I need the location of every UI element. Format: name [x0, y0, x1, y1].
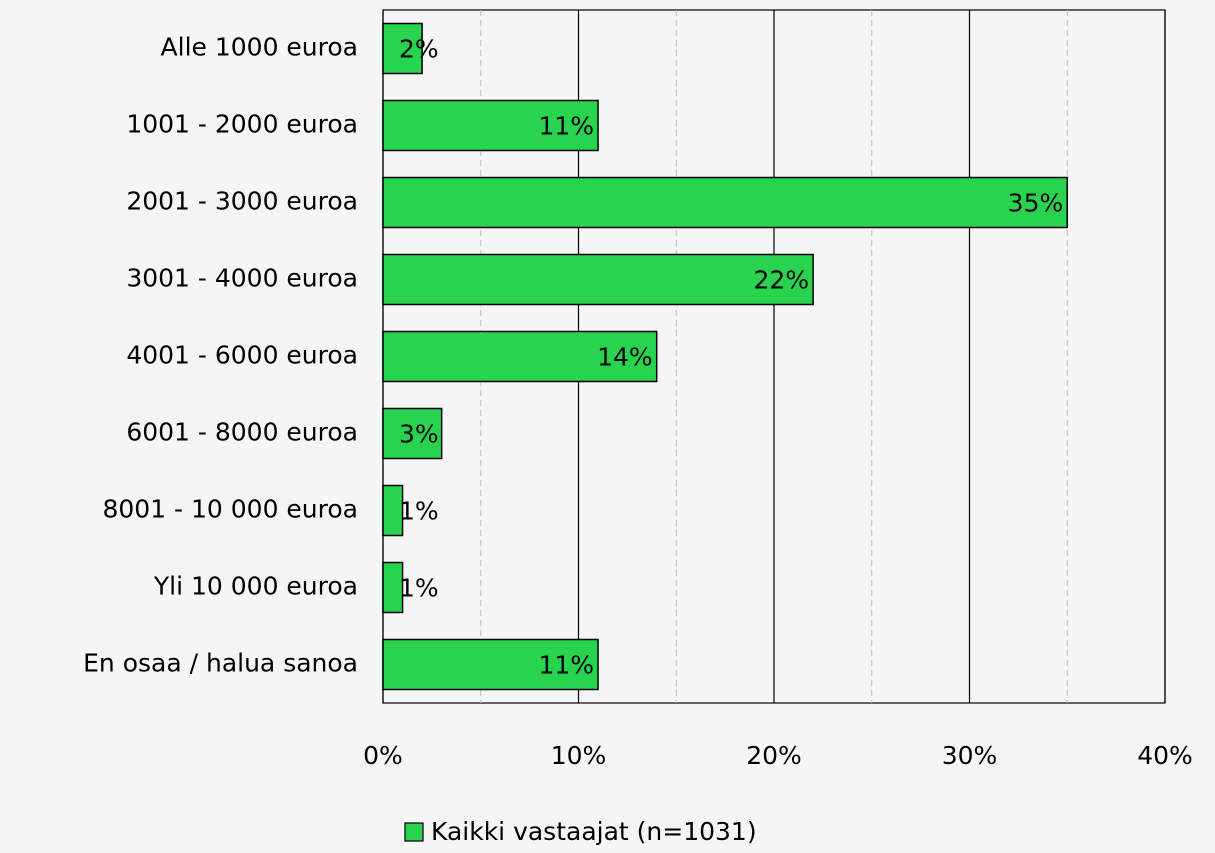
data-label: 35%: [1008, 189, 1064, 218]
bar: [382, 561, 404, 614]
y-tick-label: Alle 1000 euroa: [161, 33, 358, 62]
bar: [382, 253, 814, 306]
x-tick-label: 30%: [942, 741, 998, 770]
y-tick-label: 4001 - 6000 euroa: [126, 341, 358, 370]
y-tick-label: 6001 - 8000 euroa: [126, 418, 358, 447]
y-tick-label: 2001 - 3000 euroa: [126, 187, 358, 216]
bar: [382, 22, 423, 75]
y-tick-label: 1001 - 2000 euroa: [126, 110, 358, 139]
data-label: 1%: [399, 574, 439, 603]
bar: [382, 330, 658, 383]
y-tick-label: Yli 10 000 euroa: [153, 572, 358, 601]
bar: [382, 99, 599, 152]
data-label: 1%: [399, 497, 439, 526]
data-label: 3%: [399, 420, 439, 449]
y-tick-label: 3001 - 4000 euroa: [126, 264, 358, 293]
data-label: 22%: [754, 266, 810, 295]
legend-swatch: [404, 822, 424, 842]
data-label: 11%: [538, 651, 594, 680]
x-tick-label: 10%: [551, 741, 607, 770]
data-label: 14%: [597, 343, 653, 372]
y-tick-label: En osaa / halua sanoa: [83, 649, 358, 678]
bar: [382, 638, 599, 691]
data-label: 2%: [399, 35, 439, 64]
x-tick-label: 0%: [363, 741, 403, 770]
bar: [382, 176, 1068, 229]
y-tick-label: 8001 - 10 000 euroa: [102, 495, 358, 524]
bar: [382, 407, 443, 460]
data-label: 11%: [538, 112, 594, 141]
x-tick-label: 40%: [1137, 741, 1193, 770]
legend-label: Kaikki vastaajat (n=1031): [431, 817, 757, 846]
bar: [382, 484, 404, 537]
x-tick-label: 20%: [746, 741, 802, 770]
